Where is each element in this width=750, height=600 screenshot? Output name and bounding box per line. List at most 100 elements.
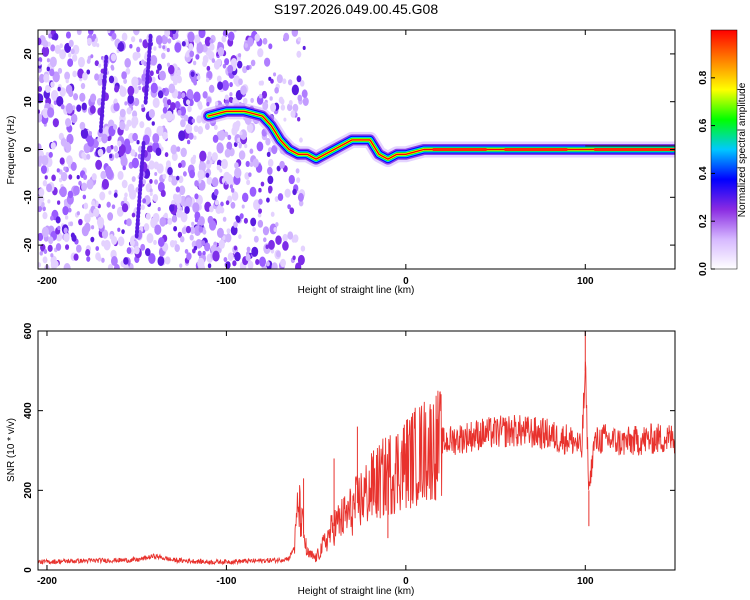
noise-speckle bbox=[250, 217, 257, 227]
noise-speckle bbox=[151, 121, 155, 126]
noise-speckle bbox=[150, 82, 158, 94]
noise-streak bbox=[148, 33, 153, 40]
noise-speckle bbox=[211, 58, 216, 63]
noise-speckle bbox=[46, 66, 50, 72]
noise-speckle bbox=[152, 133, 160, 144]
noise-speckle bbox=[81, 182, 88, 192]
noise-speckle bbox=[258, 80, 263, 86]
noise-speckle bbox=[162, 131, 168, 140]
noise-speckle bbox=[156, 163, 164, 174]
noise-speckle bbox=[276, 165, 281, 172]
noise-speckle bbox=[262, 101, 269, 111]
colorbar-label: Normalized spectral amplitude bbox=[737, 82, 748, 217]
x-tick-label: -200 bbox=[37, 576, 57, 587]
noise-speckle bbox=[122, 165, 126, 171]
noise-speckle bbox=[162, 173, 167, 180]
x-tick-label: -100 bbox=[216, 576, 236, 587]
noise-speckle bbox=[55, 243, 62, 251]
noise-speckle bbox=[280, 258, 286, 268]
noise-speckle bbox=[42, 206, 46, 212]
y-tick-label: 10 bbox=[23, 96, 34, 108]
noise-speckle bbox=[299, 80, 305, 87]
noise-speckle bbox=[179, 263, 183, 268]
noise-speckle bbox=[56, 168, 60, 173]
noise-speckle bbox=[221, 158, 228, 170]
noise-speckle bbox=[164, 152, 169, 158]
noise-speckle bbox=[170, 144, 178, 155]
noise-speckle bbox=[171, 30, 177, 35]
noise-speckle bbox=[276, 74, 283, 84]
noise-speckle bbox=[99, 191, 106, 201]
noise-speckle bbox=[206, 96, 212, 104]
noise-speckle bbox=[231, 191, 239, 201]
noise-speckle bbox=[52, 118, 59, 128]
noise-speckle bbox=[202, 229, 207, 235]
noise-speckle bbox=[88, 130, 93, 136]
noise-speckle bbox=[50, 44, 56, 52]
noise-speckle bbox=[258, 208, 262, 214]
noise-speckle bbox=[258, 198, 263, 205]
noise-speckle bbox=[162, 45, 166, 50]
noise-speckle bbox=[149, 188, 153, 193]
noise-speckle bbox=[274, 86, 279, 94]
noise-speckle bbox=[244, 143, 248, 149]
noise-speckle bbox=[139, 121, 145, 129]
noise-speckle bbox=[127, 94, 134, 105]
noise-speckle bbox=[161, 52, 166, 60]
noise-speckle bbox=[181, 40, 186, 47]
noise-speckle bbox=[233, 30, 237, 33]
noise-speckle bbox=[97, 78, 103, 86]
noise-speckle bbox=[108, 75, 115, 84]
noise-speckle bbox=[258, 256, 266, 267]
noise-speckle bbox=[95, 246, 100, 252]
noise-speckle bbox=[243, 217, 248, 224]
noise-speckle bbox=[186, 99, 191, 106]
noise-speckle bbox=[271, 144, 278, 155]
noise-speckle bbox=[284, 188, 291, 198]
noise-speckle bbox=[152, 212, 160, 223]
noise-speckle bbox=[206, 65, 211, 71]
noise-speckle bbox=[183, 114, 189, 122]
noise-streak bbox=[104, 54, 109, 61]
noise-speckle bbox=[114, 85, 120, 93]
noise-speckle bbox=[188, 43, 194, 51]
noise-speckle bbox=[250, 97, 254, 103]
noise-speckle bbox=[227, 64, 234, 74]
noise-speckle bbox=[159, 70, 166, 81]
noise-speckle bbox=[83, 202, 89, 210]
noise-speckle bbox=[204, 123, 210, 131]
noise-speckle bbox=[239, 213, 244, 219]
noise-speckle bbox=[225, 173, 233, 185]
noise-speckle bbox=[230, 201, 236, 209]
noise-speckle bbox=[154, 224, 162, 235]
noise-speckle bbox=[117, 140, 122, 147]
noise-speckle bbox=[94, 60, 99, 67]
noise-speckle bbox=[108, 190, 112, 195]
noise-speckle bbox=[76, 244, 82, 253]
noise-speckle bbox=[268, 188, 272, 194]
noise-speckle bbox=[157, 63, 162, 71]
noise-speckle bbox=[145, 212, 151, 220]
noise-speckle bbox=[213, 188, 219, 196]
noise-speckle bbox=[76, 104, 82, 112]
noise-speckle bbox=[185, 123, 193, 134]
colorbar-tick-label: 0.8 bbox=[698, 70, 709, 84]
noise-speckle bbox=[302, 45, 306, 51]
noise-speckle bbox=[168, 64, 175, 75]
noise-speckle bbox=[198, 216, 205, 226]
noise-speckle bbox=[50, 89, 59, 101]
noise-speckle bbox=[65, 143, 72, 153]
noise-speckle bbox=[125, 67, 131, 75]
noise-speckle bbox=[265, 137, 271, 146]
noise-speckle bbox=[96, 43, 100, 48]
noise-speckle bbox=[189, 226, 196, 234]
noise-speckle bbox=[178, 175, 184, 184]
noise-speckle bbox=[45, 151, 50, 158]
noise-speckle bbox=[276, 250, 281, 258]
noise-speckle bbox=[212, 250, 220, 262]
noise-speckle bbox=[107, 263, 114, 269]
noise-speckle bbox=[65, 78, 69, 84]
noise-speckle bbox=[218, 130, 226, 141]
noise-speckle bbox=[297, 116, 301, 122]
noise-speckle bbox=[64, 71, 71, 81]
